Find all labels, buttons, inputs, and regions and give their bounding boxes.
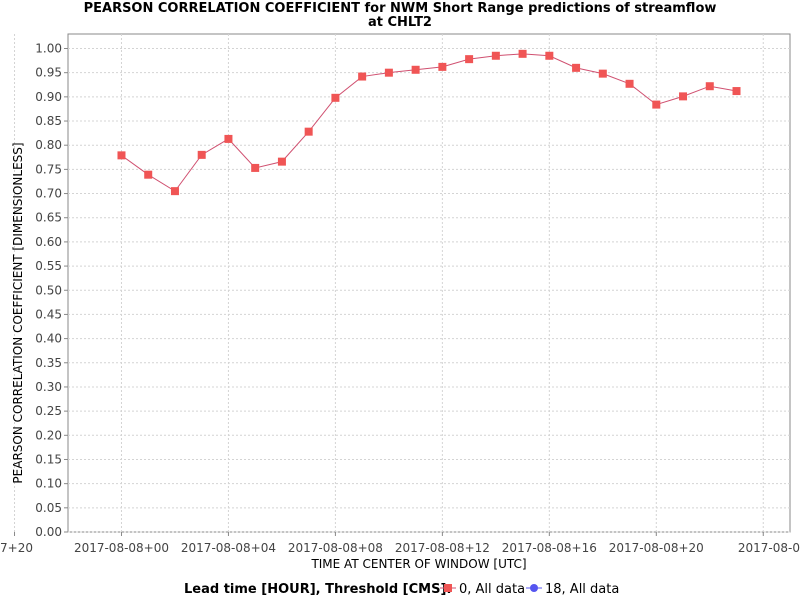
y-tick-label: 0.65 bbox=[35, 211, 62, 225]
data-point bbox=[705, 82, 714, 91]
data-point bbox=[251, 163, 260, 172]
y-tick-label: 0.40 bbox=[35, 332, 62, 346]
x-tick-label: 2017-08-08+12 bbox=[395, 541, 490, 555]
x-tick-label: 2017-08-08+08 bbox=[288, 541, 383, 555]
data-point bbox=[652, 100, 661, 109]
grid bbox=[14, 34, 790, 533]
data-point bbox=[732, 87, 741, 96]
data-point bbox=[331, 93, 340, 102]
data-point bbox=[197, 150, 206, 159]
y-tick-label: 0.85 bbox=[35, 114, 62, 128]
data-point bbox=[438, 62, 447, 71]
y-tick-label: 0.15 bbox=[35, 452, 62, 466]
data-point bbox=[117, 151, 126, 160]
data-point bbox=[491, 51, 500, 60]
x-tick-label: 7+20 bbox=[0, 541, 33, 555]
data-point bbox=[572, 63, 581, 72]
legend-title: Lead time [HOUR], Threshold [CMS]: bbox=[184, 582, 452, 597]
data-point bbox=[679, 92, 688, 101]
legend-label-0: 0, All data bbox=[459, 582, 525, 597]
x-tick-label: 2017-08-08+04 bbox=[181, 541, 276, 555]
y-tick-label: 0.20 bbox=[35, 428, 62, 442]
data-point bbox=[545, 51, 554, 60]
data-point bbox=[170, 187, 179, 196]
y-tick-label: 0.80 bbox=[35, 138, 62, 152]
legend-marker-1 bbox=[530, 584, 538, 592]
data-point bbox=[465, 55, 474, 64]
y-tick-label: 0.75 bbox=[35, 162, 62, 176]
y-tick-label: 0.95 bbox=[35, 66, 62, 80]
data-point bbox=[518, 49, 527, 58]
y-tick-label: 0.45 bbox=[35, 307, 62, 321]
x-tick-label: 2017-08-08+20 bbox=[609, 541, 704, 555]
chart-subtitle: at CHLT2 bbox=[368, 15, 432, 30]
y-axis: 0.00 0.05 0.10 0.15 0.20 0.25 0.30 0.35 0.40 0.45… bbox=[35, 42, 68, 539]
series-line-0 bbox=[121, 53, 737, 192]
series-layer bbox=[117, 49, 741, 196]
x-tick-label: 2017-08-08+16 bbox=[502, 541, 597, 555]
y-tick-label: 0.70 bbox=[35, 187, 62, 201]
y-tick-label: 0.05 bbox=[35, 501, 62, 515]
data-point bbox=[384, 68, 393, 77]
data-point bbox=[411, 65, 420, 74]
x-axis-title: TIME AT CENTER OF WINDOW [UTC] bbox=[310, 557, 526, 571]
chart-title: PEARSON CORRELATION COEFFICIENT for NWM … bbox=[84, 1, 717, 16]
data-point bbox=[277, 157, 286, 166]
y-tick-label: 0.35 bbox=[35, 356, 62, 370]
y-tick-label: 0.30 bbox=[35, 380, 62, 394]
y-tick-label: 0.90 bbox=[35, 90, 62, 104]
x-tick-label: 2017-08-08+00 bbox=[74, 541, 169, 555]
data-point bbox=[224, 134, 233, 143]
data-point bbox=[304, 127, 313, 136]
y-tick-label: 0.50 bbox=[35, 283, 62, 297]
y-tick-label: 1.00 bbox=[35, 42, 62, 56]
y-tick-label: 0.10 bbox=[35, 477, 62, 491]
y-tick-label: 0.55 bbox=[35, 259, 62, 273]
data-point bbox=[144, 170, 153, 179]
x-tick-label: 2017-08-0 bbox=[738, 541, 800, 555]
plot-area bbox=[67, 33, 791, 533]
y-tick-label: 0.25 bbox=[35, 404, 62, 418]
y-tick-label: 0.00 bbox=[35, 525, 62, 539]
y-axis-title: PEARSON CORRELATION COEFFICIENT [DIMENSI… bbox=[11, 142, 25, 483]
legend: Lead time [HOUR], Threshold [CMS]: 0, Al… bbox=[184, 582, 619, 597]
data-point bbox=[358, 72, 367, 81]
y-tick-label: 0.60 bbox=[35, 235, 62, 249]
x-axis: 7+20 2017-08-08+00 2017-08-08+04 2017-08-08… bbox=[0, 532, 800, 555]
data-point bbox=[625, 79, 634, 88]
data-point bbox=[598, 69, 607, 78]
legend-label-1: 18, All data bbox=[545, 582, 619, 597]
legend-marker-0 bbox=[444, 584, 452, 592]
